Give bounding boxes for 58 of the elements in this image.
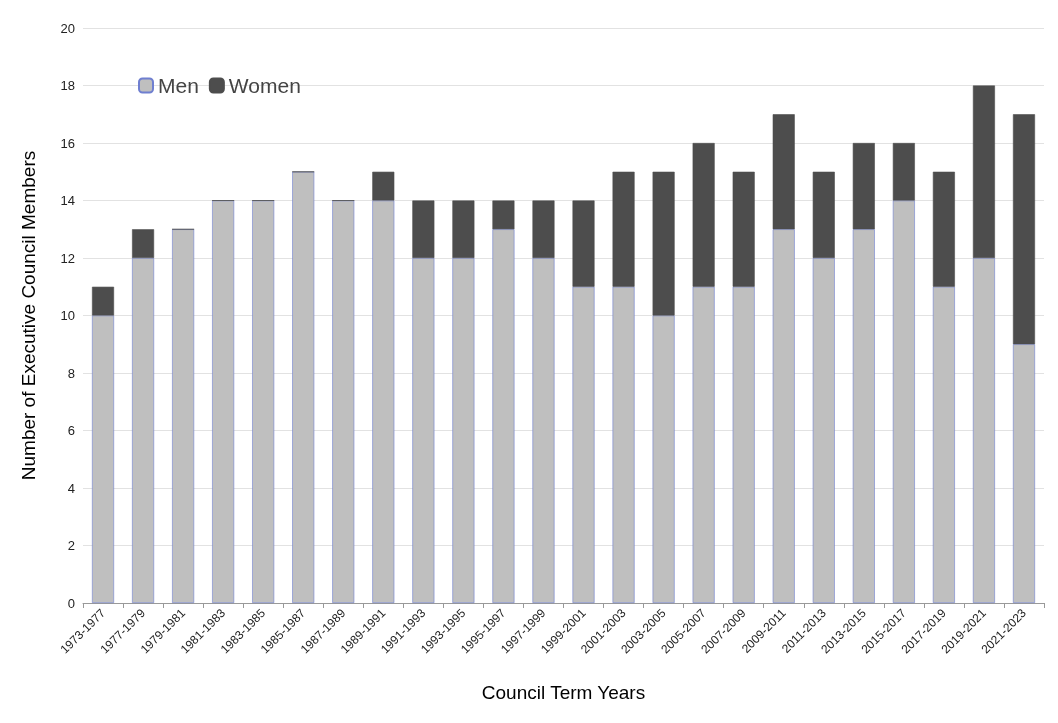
bar [652,315,675,603]
bar [132,229,155,258]
y-tick-label: 16 [60,135,75,151]
bar [692,286,715,603]
bar [412,258,435,603]
bar [372,200,395,603]
x-axis-title: Council Term Years [481,682,646,703]
y-tick-label: 8 [67,365,75,381]
bar [492,229,515,603]
bar [772,229,795,603]
y-tick-label: 6 [67,423,75,438]
bar [532,200,555,258]
bar [972,258,995,603]
y-axis-title: Number of Executive Council Members [18,150,39,481]
bar [652,171,675,316]
bar [412,200,435,258]
bar [812,258,835,603]
bar [212,200,235,603]
bar [892,200,915,603]
y-tick-label: 20 [60,20,75,36]
bar [932,171,955,287]
bar [612,286,635,603]
bar [452,258,475,603]
bar [92,286,115,316]
y-tick-label: 10 [60,308,75,323]
bar [572,286,595,603]
bar [972,85,995,258]
legend-label: Women [228,74,301,97]
bar [372,171,395,201]
bar [732,171,755,287]
bar [852,143,875,230]
y-tick-label: 12 [60,250,75,266]
bar [452,200,475,258]
bar [812,171,835,258]
y-tick-label: 2 [67,538,75,553]
bar [692,143,715,287]
y-tick-label: 18 [60,78,75,93]
bar [132,258,155,603]
bar [1012,114,1035,345]
y-tick-label: 14 [60,193,75,208]
bar [892,143,915,201]
legend-label: Men [158,74,199,97]
bar [172,229,195,603]
y-tick-label: 0 [67,595,75,611]
bar [772,114,795,230]
bar [532,258,555,603]
bar [932,286,955,603]
bar [572,200,595,287]
bar [732,286,755,603]
bar [332,200,355,603]
bar [252,200,275,603]
bar [292,171,315,603]
bar [92,315,115,603]
bar [492,200,515,230]
bar [1012,344,1035,603]
bar [612,171,635,287]
bar [852,229,875,603]
y-tick-label: 4 [67,480,75,496]
